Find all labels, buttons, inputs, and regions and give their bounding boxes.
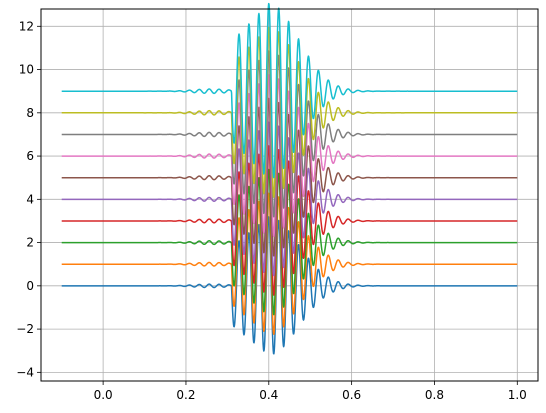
series-line-6 <box>61 73 518 238</box>
x-tick-label: 0.8 <box>425 388 444 402</box>
series-line-0 <box>61 216 518 355</box>
plot-frame <box>40 8 539 382</box>
y-tick-label: −2 <box>16 322 34 336</box>
series-line-7 <box>61 50 518 218</box>
x-tick-label: 1.0 <box>508 388 527 402</box>
series-layer <box>61 2 518 355</box>
series-line-8 <box>61 26 518 198</box>
y-tick-label: −4 <box>16 365 34 379</box>
y-tick-label: 12 <box>19 19 34 33</box>
ticks: 0.0 0.2 0.4 0.6 0.8 1.0 −4 −2 0 2 4 6 8 10 12 <box>16 19 527 402</box>
y-tick-label: 10 <box>19 63 34 77</box>
series-line-9 <box>61 2 518 179</box>
series-line-1 <box>61 192 518 335</box>
y-tick-label: 2 <box>26 236 34 250</box>
x-tick-label: 0.6 <box>342 388 361 402</box>
y-tick-label: 4 <box>26 192 34 206</box>
x-tick-label: 0.0 <box>94 388 113 402</box>
series-line-2 <box>61 168 518 316</box>
x-tick-label: 0.2 <box>176 388 195 402</box>
y-tick-label: 6 <box>26 149 34 163</box>
y-tick-label: 8 <box>26 106 34 120</box>
series-line-5 <box>61 97 518 257</box>
series-line-4 <box>61 121 518 277</box>
series-line-3 <box>61 145 518 296</box>
x-tick-label: 0.4 <box>259 388 278 402</box>
y-tick-label: 0 <box>26 279 34 293</box>
